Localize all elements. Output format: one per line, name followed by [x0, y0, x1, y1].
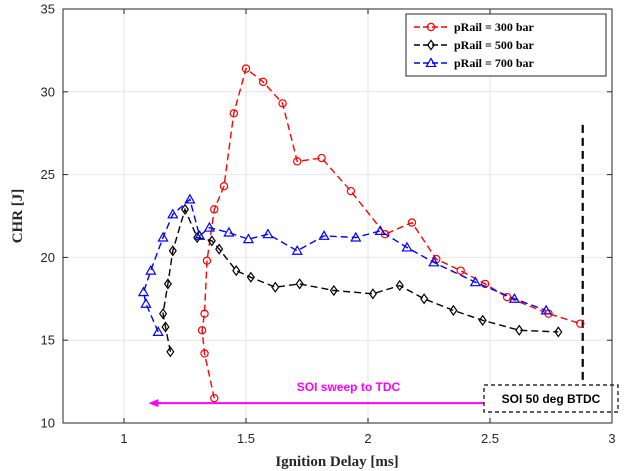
x-tick-label: 2.5 — [481, 431, 499, 446]
y-tick-label: 30 — [41, 84, 55, 99]
legend: pRail = 300 bar pRail = 500 bar pRail = 70… — [406, 14, 606, 76]
y-axis-title: CHR [J] — [10, 189, 26, 244]
x-tick-label: 3 — [608, 431, 615, 446]
sweep-label: SOI sweep to TDC — [297, 380, 401, 394]
x-axis-title: Ignition Delay [ms] — [275, 454, 398, 470]
legend-label: pRail = 700 bar — [454, 56, 535, 70]
legend-label: pRail = 500 bar — [454, 38, 535, 52]
y-tick-label: 10 — [41, 416, 55, 431]
y-tick-label: 35 — [41, 2, 55, 17]
y-tick-label: 15 — [41, 333, 55, 348]
y-tick-label: 20 — [41, 250, 55, 265]
soi-box-label: SOI 50 deg BTDC — [502, 392, 601, 406]
y-tick-label: 25 — [41, 167, 55, 182]
legend-label: pRail = 300 bar — [454, 20, 535, 34]
x-tick-label: 1 — [120, 431, 127, 446]
x-tick-label: 1.5 — [237, 431, 255, 446]
x-tick-label: 2 — [364, 431, 371, 446]
